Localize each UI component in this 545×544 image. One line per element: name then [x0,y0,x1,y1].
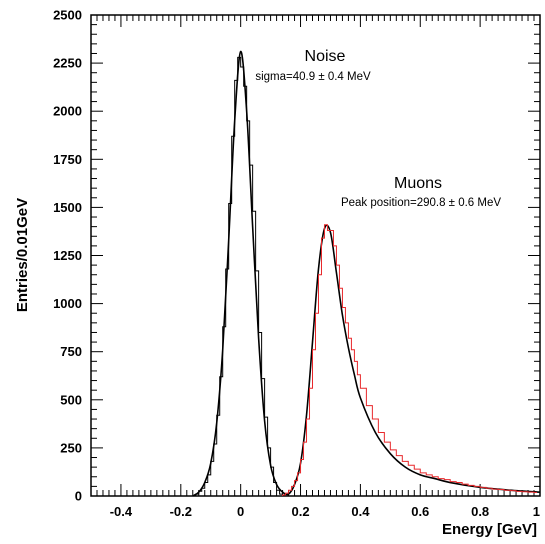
x-tick-label: 0.8 [471,504,489,519]
x-tick-label: 1 [533,504,540,519]
fit-curve [192,50,541,497]
x-axis-title: Energy [GeV] [442,521,537,538]
x-tick-label: 0.2 [291,504,309,519]
axis-ticks: 0 250 500 750 1000 1250 1500 1750 2000 2250 2500 -0… [53,8,541,519]
y-tick-label: 1000 [53,296,82,311]
y-tick-label: 750 [60,344,82,359]
noise-histogram [192,56,289,497]
x-tick-label: 0.6 [411,504,429,519]
y-tick-label: 1250 [53,248,82,263]
y-tick-label: 2500 [53,8,82,23]
x-tick-label: 0 [237,504,244,519]
plot-frame [90,14,541,497]
y-tick-label: 2250 [53,56,82,71]
x-tick-label: -0.4 [110,504,133,519]
muons-peak-label: Peak position=290.8 ± 0.6 MeV [341,197,501,209]
y-tick-label: 500 [60,392,82,407]
y-tick-label: 1750 [53,152,82,167]
noise-sigma-label: sigma=40.9 ± 0.4 MeV [255,71,371,83]
y-tick-label: 2000 [53,104,82,119]
noise-label: Noise [305,48,346,65]
muon-histogram [282,224,538,496]
y-tick-label: 0 [75,489,82,504]
series-layer [192,50,541,497]
muons-label: Muons [394,175,442,192]
x-tick-label: -0.2 [170,504,192,519]
y-tick-label: 250 [60,440,82,455]
y-tick-label: 1500 [53,200,82,215]
x-tick-label: 0.4 [351,504,370,519]
y-axis-title: Entries/0.01GeV [14,198,31,312]
